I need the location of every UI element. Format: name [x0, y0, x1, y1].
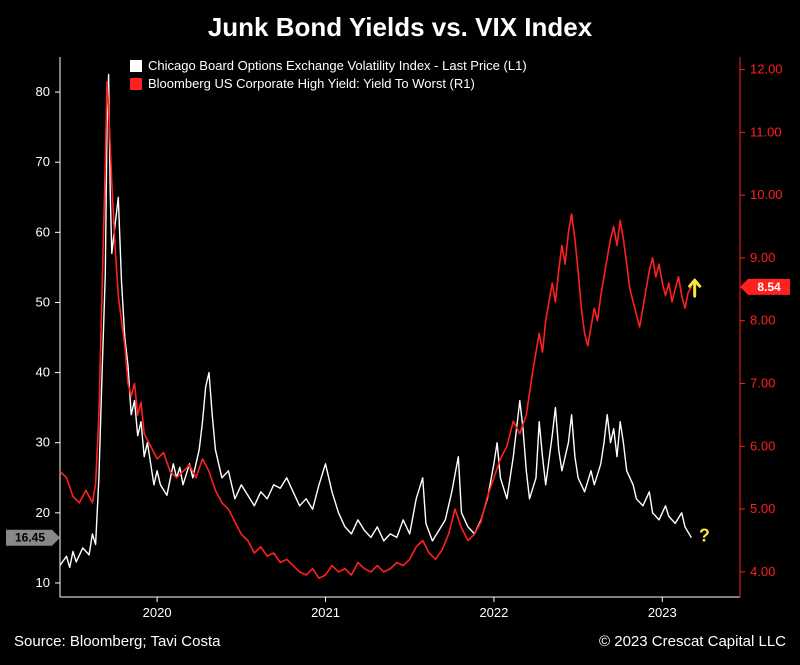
svg-text:?: ? — [699, 525, 710, 545]
chart-title: Junk Bond Yields vs. VIX Index — [0, 0, 800, 47]
svg-text:2020: 2020 — [143, 605, 172, 620]
svg-text:2023: 2023 — [648, 605, 677, 620]
svg-text:5.00: 5.00 — [750, 501, 775, 516]
svg-text:9.00: 9.00 — [750, 250, 775, 265]
svg-text:4.00: 4.00 — [750, 564, 775, 579]
svg-text:8.00: 8.00 — [750, 313, 775, 328]
svg-text:11.00: 11.00 — [750, 124, 782, 139]
svg-text:6.00: 6.00 — [750, 438, 775, 453]
copyright: © 2023 Crescat Capital LLC — [599, 633, 786, 650]
svg-text:8.54: 8.54 — [757, 280, 781, 294]
svg-text:Bloomberg US Corporate High Yi: Bloomberg US Corporate High Yield: Yield… — [148, 76, 475, 91]
svg-text:60: 60 — [36, 224, 50, 239]
svg-text:12.00: 12.00 — [750, 62, 783, 77]
svg-text:2022: 2022 — [479, 605, 508, 620]
svg-text:10: 10 — [36, 575, 50, 590]
svg-text:50: 50 — [36, 294, 50, 309]
svg-text:7.00: 7.00 — [750, 376, 775, 391]
svg-text:80: 80 — [36, 84, 50, 99]
svg-text:30: 30 — [36, 435, 50, 450]
svg-text:Chicago Board Options Exchange: Chicago Board Options Exchange Volatilit… — [148, 58, 527, 73]
chart-area: 10 20 30 40 50 60 70 80 4.00 5.00 6.00 7.00 8.00 9.00… — [0, 47, 800, 627]
svg-text:16.45: 16.45 — [15, 531, 45, 545]
svg-text:20: 20 — [36, 505, 50, 520]
svg-text:40: 40 — [36, 365, 50, 380]
svg-text:2021: 2021 — [311, 605, 340, 620]
source-attribution: Source: Bloomberg; Tavi Costa — [14, 633, 221, 650]
svg-text:70: 70 — [36, 154, 50, 169]
svg-text:10.00: 10.00 — [750, 187, 783, 202]
